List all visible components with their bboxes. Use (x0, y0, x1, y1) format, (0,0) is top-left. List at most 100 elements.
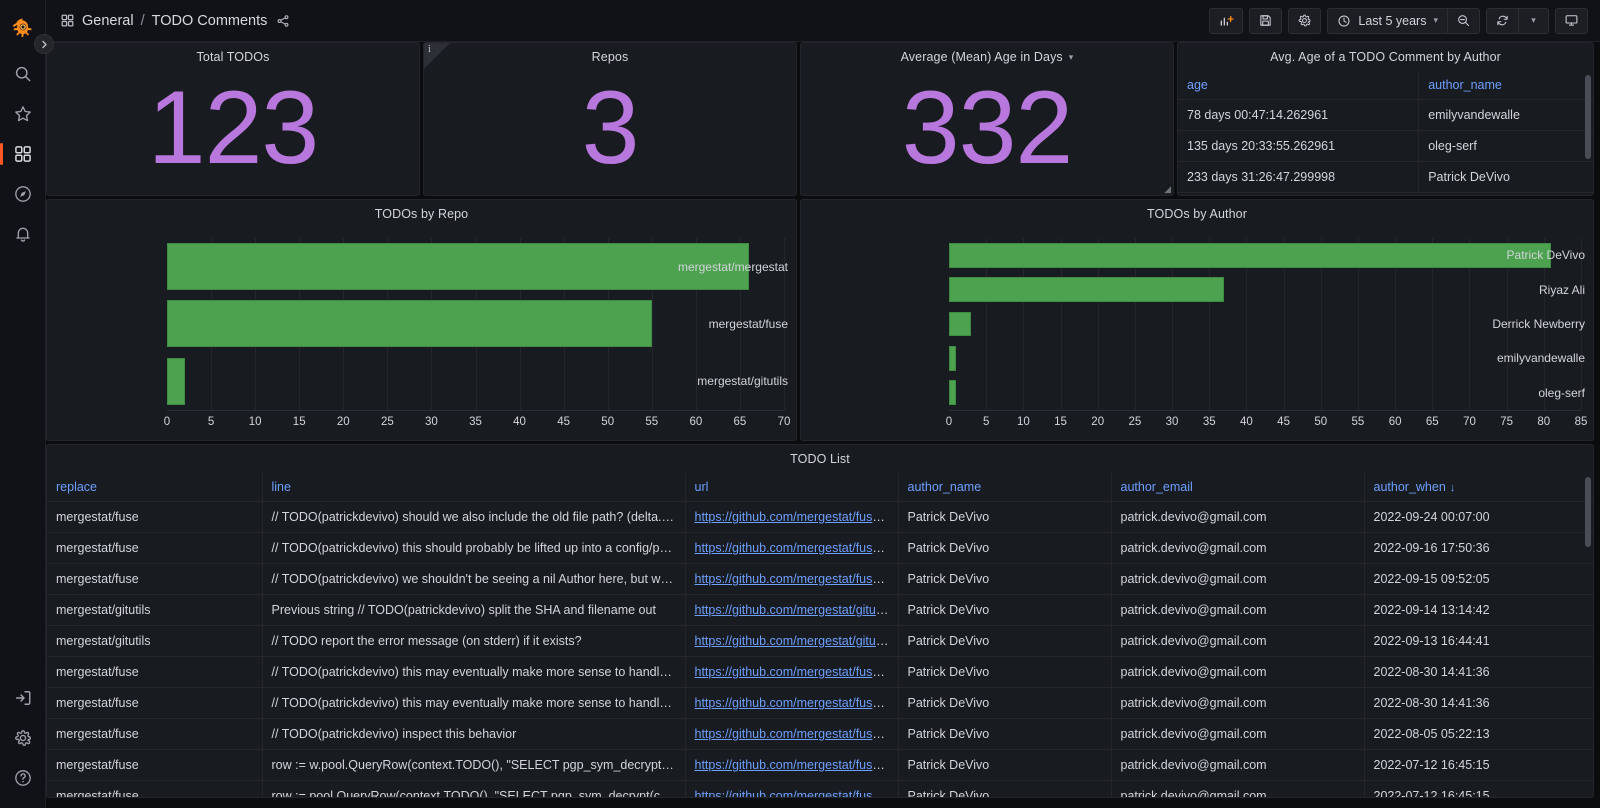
table-row[interactable]: mergestat/gitutils Previous string // TOD… (47, 594, 1593, 626)
chevron-down-icon: ▾ (1433, 15, 1438, 25)
todo-list-table: replace line url author_name author_emai… (47, 473, 1593, 797)
chart-x-tick-label: 15 (1054, 416, 1067, 428)
share-icon[interactable] (276, 14, 290, 28)
cell-line: Previous string // TODO(patrickdevivo) s… (262, 594, 686, 626)
save-dashboard-button[interactable] (1249, 7, 1283, 34)
toolbar-actions: Last 5 years ▾ (1209, 7, 1588, 34)
table-row[interactable]: mergestat/fuse// TODO(patrickdevivo) we … (47, 563, 1593, 595)
todo-url-link[interactable]: https://github.com/mergestat/fuse/b... (694, 572, 898, 586)
chart-x-tick-label: 50 (601, 416, 615, 428)
column-header-author-when[interactable]: author_when ↓ (1364, 473, 1593, 502)
table-row[interactable]: 135 days 20:33:55.262961 oleg-serf (1178, 130, 1593, 162)
table-row[interactable]: mergestat/fuse// TODO(patrickdevivo) thi… (47, 532, 1593, 564)
chart-x-tick-label: 10 (248, 416, 262, 428)
table-row[interactable]: mergestat/fuse// TODO(patrickdevivo) sho… (47, 501, 1593, 533)
todo-url-link[interactable]: https://github.com/mergestat/fuse/b... (694, 727, 898, 741)
grafana-logo-icon[interactable] (0, 8, 46, 50)
chart-gridline (1283, 238, 1285, 410)
column-header-line[interactable]: line (262, 473, 686, 502)
panel-title-todos-by-author[interactable]: TODOs by Author (1147, 207, 1247, 221)
panel-resize-handle[interactable]: ◢ (1164, 184, 1171, 194)
panel-title-todo-list[interactable]: TODO List (790, 452, 850, 466)
cell-line: row := pool.QueryRow(context.TODO(), "SE… (262, 780, 686, 797)
panel-title-total-todos[interactable]: Total TODOs (196, 50, 270, 64)
chevron-down-icon[interactable]: ▾ (1068, 51, 1074, 62)
chart-bar[interactable] (949, 242, 1552, 268)
sidebar-item-alerting[interactable] (0, 214, 46, 254)
chart-gridline (1209, 238, 1211, 410)
cell-author-when: 2022-08-30 14:41:36 (1364, 687, 1593, 719)
todo-url-link[interactable]: https://github.com/mergestat/fuse/b... (694, 696, 898, 710)
dashboard-canvas: Total TODOs 123 i Repos 3 Average (Mean)… (46, 42, 1600, 808)
table-row[interactable]: mergestat/fuse row := w.pool.QueryRow(con… (47, 749, 1593, 781)
chart-bar[interactable] (949, 380, 957, 406)
cell-url: https://github.com/mergestat/fuse/b... (685, 718, 899, 750)
todo-table-scrollbar[interactable] (1585, 477, 1591, 547)
cell-line: // TODO(patrickdevivo) this may eventual… (262, 687, 686, 719)
todo-url-link[interactable]: https://github.com/mergestat/fuse/b... (694, 789, 898, 797)
chart-bar[interactable] (949, 277, 1225, 302)
sidebar-item-configuration[interactable] (0, 718, 46, 758)
dashboard-settings-button[interactable] (1288, 7, 1322, 34)
add-panel-button[interactable] (1209, 7, 1244, 34)
cell-author-email: patrick.devivo@gmail.com (1111, 501, 1365, 533)
column-header-age[interactable]: age (1178, 71, 1420, 100)
sidebar-item-explore[interactable] (0, 174, 46, 214)
chart-gridline (1060, 238, 1062, 410)
expand-sidebar-button[interactable] (34, 34, 54, 54)
zoom-out-icon (1458, 15, 1470, 27)
todo-url-link[interactable]: https://github.com/mergestat/fuse/b... (694, 510, 898, 524)
column-header-author-name[interactable]: author_name (898, 473, 1112, 502)
cell-url: https://github.com/mergestat/gitutils... (685, 594, 899, 626)
table-row[interactable]: 233 days 31:26:47.299998 Patrick DeVivo (1178, 161, 1593, 193)
chart-bar[interactable] (167, 357, 185, 405)
chart-bar[interactable] (949, 311, 972, 337)
todo-url-link[interactable]: https://github.com/mergestat/gitutils... (694, 634, 898, 648)
info-icon[interactable]: i (428, 44, 431, 55)
table-row[interactable]: mergestat/fuse row := pool.QueryRow(conte… (47, 780, 1593, 797)
refresh-dashboard-button[interactable] (1486, 7, 1519, 34)
todo-url-link[interactable]: https://github.com/mergestat/fuse/b... (694, 758, 898, 772)
panel-title-average-age[interactable]: Average (Mean) Age in Days ▾ (801, 43, 1173, 71)
chart-bar[interactable] (167, 243, 749, 291)
panel-total-todos: Total TODOs 123 (46, 42, 420, 196)
column-header-url[interactable]: url (685, 473, 899, 502)
panel-title-repos[interactable]: Repos (591, 50, 629, 64)
sidebar-item-help[interactable] (0, 758, 46, 798)
zoom-out-time-button[interactable] (1448, 7, 1480, 34)
sidebar-item-starred[interactable] (0, 94, 46, 134)
chevron-down-icon: ▾ (1531, 15, 1536, 25)
column-header-replace[interactable]: replace (47, 473, 263, 502)
avg-age-table-body: 78 days 00:47:14.262961 emilyvandewalle … (1178, 99, 1593, 193)
cell-age: 78 days 00:47:14.262961 (1178, 99, 1420, 131)
table-row[interactable]: mergestat/fuse// TODO(patrickdevivo) thi… (47, 687, 1593, 719)
chart-x-tick-label: 55 (645, 416, 659, 428)
time-range-picker[interactable]: Last 5 years ▾ (1327, 7, 1448, 34)
table-row[interactable]: mergestat/fuse// TODO(patrickdevivo) thi… (47, 656, 1593, 688)
chart-gridline (1320, 238, 1322, 410)
panel-title-todos-by-repo[interactable]: TODOs by Repo (374, 207, 469, 221)
breadcrumb-folder[interactable]: General (82, 12, 134, 29)
chart-bar[interactable] (167, 300, 652, 348)
chart-bar[interactable] (949, 346, 957, 371)
column-header-author-email[interactable]: author_email (1111, 473, 1365, 502)
cell-author-email: patrick.devivo@gmail.com (1111, 656, 1365, 688)
sidebar-item-dashboards[interactable] (0, 134, 46, 174)
cell-url: https://github.com/mergestat/fuse/b... (685, 532, 899, 564)
sidebar-item-search[interactable] (0, 54, 46, 94)
column-header-author-name[interactable]: author_name (1418, 71, 1593, 100)
cell-url: https://github.com/mergestat/fuse/b... (685, 501, 899, 533)
table-row[interactable]: mergestat/gitutils// TODO report the err… (47, 625, 1593, 657)
table-row[interactable]: 78 days 00:47:14.262961 emilyvandewalle (1178, 99, 1593, 131)
avg-age-table-scrollbar[interactable] (1585, 75, 1591, 159)
todo-url-link[interactable]: https://github.com/mergestat/fuse/b... (694, 665, 898, 679)
todo-url-link[interactable]: https://github.com/mergestat/gitutils... (694, 603, 898, 617)
refresh-interval-dropdown[interactable]: ▾ (1519, 7, 1549, 34)
todo-url-link[interactable]: https://github.com/mergestat/fuse/b... (694, 541, 898, 555)
panel-title-avg-age-by-author[interactable]: Avg. Age of a TODO Comment by Author (1270, 50, 1501, 64)
bar-chart-todos-by-author: Patrick DeVivo Riyaz Ali Derrick Newberry e… (801, 228, 1593, 440)
table-row[interactable]: mergestat/fuse// TODO(patrickdevivo) ins… (47, 718, 1593, 750)
sidebar-item-signin[interactable] (0, 678, 46, 718)
kiosk-mode-button[interactable] (1555, 7, 1588, 34)
breadcrumb-dashboard-title[interactable]: TODO Comments (151, 12, 268, 29)
